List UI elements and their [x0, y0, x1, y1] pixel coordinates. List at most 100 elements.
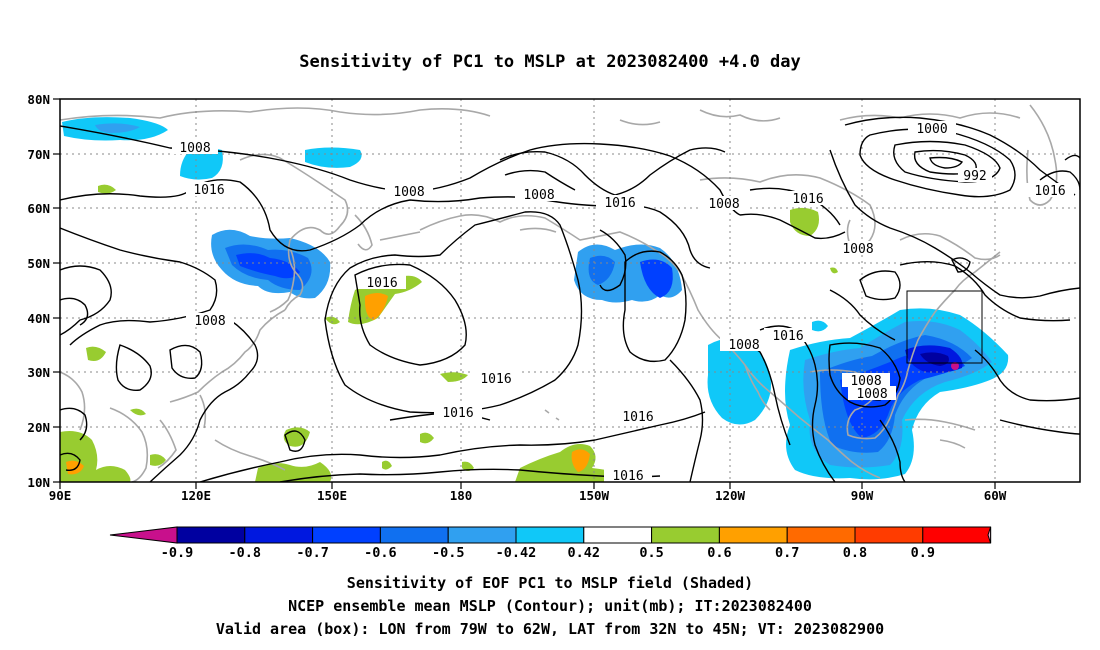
svg-text:1008: 1008	[393, 185, 424, 200]
svg-text:1008: 1008	[194, 314, 225, 329]
contour-label: 1016	[784, 191, 832, 207]
lon-axis-labels: 90E 120E 150E 180 150W 120W 90W 60W	[49, 488, 1007, 503]
colorbar-label: -0.6	[364, 545, 397, 561]
lat-label: 30N	[27, 365, 50, 380]
shade-positive	[571, 449, 590, 472]
lon-label: 180	[450, 488, 473, 503]
axis-ticks	[53, 98, 996, 489]
svg-text:1008: 1008	[708, 197, 739, 212]
colorbar-label: 0.9	[911, 545, 935, 561]
caption-line-2: NCEP ensemble mean MSLP (Contour); unit(…	[288, 597, 812, 615]
contour-label: 1016	[614, 409, 662, 425]
svg-text:1008: 1008	[728, 338, 759, 353]
shade-positive	[364, 293, 388, 320]
caption-line-1: Sensitivity of EOF PC1 to MSLP field (Sh…	[347, 574, 753, 592]
shade-negative	[812, 320, 828, 332]
colorbar-swatch	[515, 526, 585, 544]
colorbar-swatch	[244, 526, 314, 544]
shade-positive	[830, 267, 838, 274]
colorbar-label: 0.8	[843, 545, 867, 561]
shade-negative	[707, 338, 771, 425]
svg-text:1016: 1016	[772, 329, 803, 344]
svg-text:1008: 1008	[842, 242, 873, 257]
svg-text:1008: 1008	[856, 387, 887, 402]
lon-label: 120E	[181, 488, 211, 503]
contour-label: 1000	[908, 121, 956, 137]
contour-label: 1008	[842, 373, 890, 389]
contour-labels: 1008 1016 1008 1008 1016 1008 1016 1000 …	[172, 121, 1074, 484]
lat-label: 50N	[27, 256, 50, 271]
contour-label: 1008	[834, 241, 882, 257]
lon-label: 150W	[579, 488, 610, 503]
contour-label: 1016	[764, 328, 812, 344]
shade-positive	[86, 346, 106, 361]
contour-label: 1008	[848, 386, 896, 402]
lon-label: 90E	[49, 488, 72, 503]
svg-text:1016: 1016	[612, 469, 643, 484]
colorbar-label: -0.42	[496, 545, 537, 561]
lon-label: 60W	[984, 488, 1007, 503]
shade-negative	[951, 362, 959, 370]
colorbar: -0.9 -0.8 -0.7 -0.6 -0.5 -0.42 0.42 0.5 0.6 0.7 0.…	[109, 526, 992, 561]
contour-label: 1008	[385, 184, 433, 200]
svg-text:1016: 1016	[622, 410, 653, 425]
lon-label: 120W	[715, 488, 746, 503]
contour-label: 1016	[472, 371, 520, 387]
contour-label: 992	[958, 168, 992, 184]
contour-label: 1008	[186, 313, 234, 329]
colorbar-swatch	[312, 526, 381, 544]
map-frame	[59, 98, 1081, 483]
shade-positive	[440, 372, 468, 382]
shade-negative	[236, 253, 300, 279]
colorbar-label: -0.8	[229, 545, 262, 561]
svg-text:1016: 1016	[480, 372, 511, 387]
shade-positive	[325, 316, 340, 325]
shade-negative	[305, 147, 362, 168]
valid-area-box	[906, 290, 983, 364]
colorbar-label: 0.42	[568, 545, 601, 561]
shade-negative	[95, 123, 140, 133]
svg-text:1016: 1016	[442, 406, 473, 421]
contour-label: 1008	[700, 196, 748, 212]
lat-label: 70N	[27, 147, 50, 162]
colorbar-label: 0.7	[775, 545, 799, 561]
lat-label: 40N	[27, 311, 50, 326]
caption-line-3: Valid area (box): LON from 79W to 62W, L…	[216, 620, 884, 638]
contour-label: 1016	[434, 405, 482, 421]
colorbar-swatch	[583, 526, 653, 544]
lon-label: 150E	[317, 488, 347, 503]
shade-positive	[98, 184, 116, 194]
colorbar-swatch	[718, 526, 788, 544]
svg-text:1016: 1016	[193, 183, 224, 198]
svg-text:992: 992	[963, 169, 986, 184]
shade-positive	[462, 461, 474, 471]
lat-label: 10N	[27, 475, 50, 490]
svg-text:1016: 1016	[792, 192, 823, 207]
contour-label: 1016	[186, 182, 232, 198]
shade-negative	[180, 148, 223, 180]
colorbar-swatch	[786, 526, 856, 544]
contour-label: 1016	[596, 195, 644, 211]
lat-label: 20N	[27, 420, 50, 435]
colorbar-label: -0.7	[296, 545, 329, 561]
colorbar-label: 0.5	[639, 545, 663, 561]
colorbar-swatch	[176, 526, 246, 544]
map-title: Sensitivity of PC1 to MSLP at 2023082400…	[299, 52, 801, 72]
colorbar-swatch	[854, 526, 924, 544]
svg-text:1008: 1008	[523, 188, 554, 203]
shade-positive	[130, 408, 146, 416]
lon-label: 90W	[851, 488, 874, 503]
contour-label: 1008	[515, 187, 563, 203]
contour-label: 1008	[172, 140, 218, 156]
svg-text:1016: 1016	[366, 276, 397, 291]
colorbar-label: -0.9	[161, 545, 194, 561]
map-panel	[60, 99, 1080, 482]
svg-text:1016: 1016	[604, 196, 635, 211]
colorbar-low-extension	[109, 526, 178, 544]
contour-label: 1016	[358, 275, 406, 291]
svg-text:1016: 1016	[1034, 184, 1065, 199]
colorbar-high-extension	[987, 526, 992, 544]
svg-text:1008: 1008	[179, 141, 210, 156]
shade-positive	[420, 432, 434, 444]
